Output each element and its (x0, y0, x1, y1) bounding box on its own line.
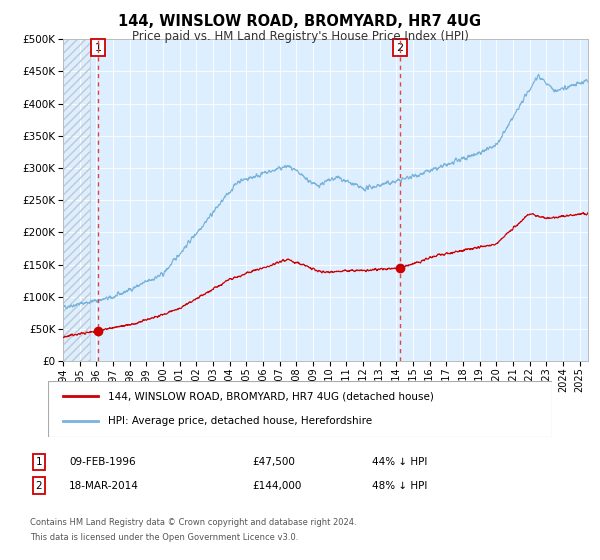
Text: 1: 1 (35, 457, 43, 467)
Text: 1: 1 (95, 43, 102, 53)
Text: Price paid vs. HM Land Registry's House Price Index (HPI): Price paid vs. HM Land Registry's House … (131, 30, 469, 43)
Text: 144, WINSLOW ROAD, BROMYARD, HR7 4UG (detached house): 144, WINSLOW ROAD, BROMYARD, HR7 4UG (de… (109, 391, 434, 402)
Text: 144, WINSLOW ROAD, BROMYARD, HR7 4UG: 144, WINSLOW ROAD, BROMYARD, HR7 4UG (118, 14, 482, 29)
Text: £47,500: £47,500 (252, 457, 295, 467)
Text: 44% ↓ HPI: 44% ↓ HPI (372, 457, 427, 467)
Text: This data is licensed under the Open Government Licence v3.0.: This data is licensed under the Open Gov… (30, 533, 298, 542)
Text: Contains HM Land Registry data © Crown copyright and database right 2024.: Contains HM Land Registry data © Crown c… (30, 518, 356, 527)
Text: 09-FEB-1996: 09-FEB-1996 (69, 457, 136, 467)
Text: 18-MAR-2014: 18-MAR-2014 (69, 480, 139, 491)
Text: £144,000: £144,000 (252, 480, 301, 491)
Text: 48% ↓ HPI: 48% ↓ HPI (372, 480, 427, 491)
Text: HPI: Average price, detached house, Herefordshire: HPI: Average price, detached house, Here… (109, 416, 373, 426)
Text: 2: 2 (35, 480, 43, 491)
FancyBboxPatch shape (48, 381, 552, 437)
Text: 2: 2 (396, 43, 403, 53)
